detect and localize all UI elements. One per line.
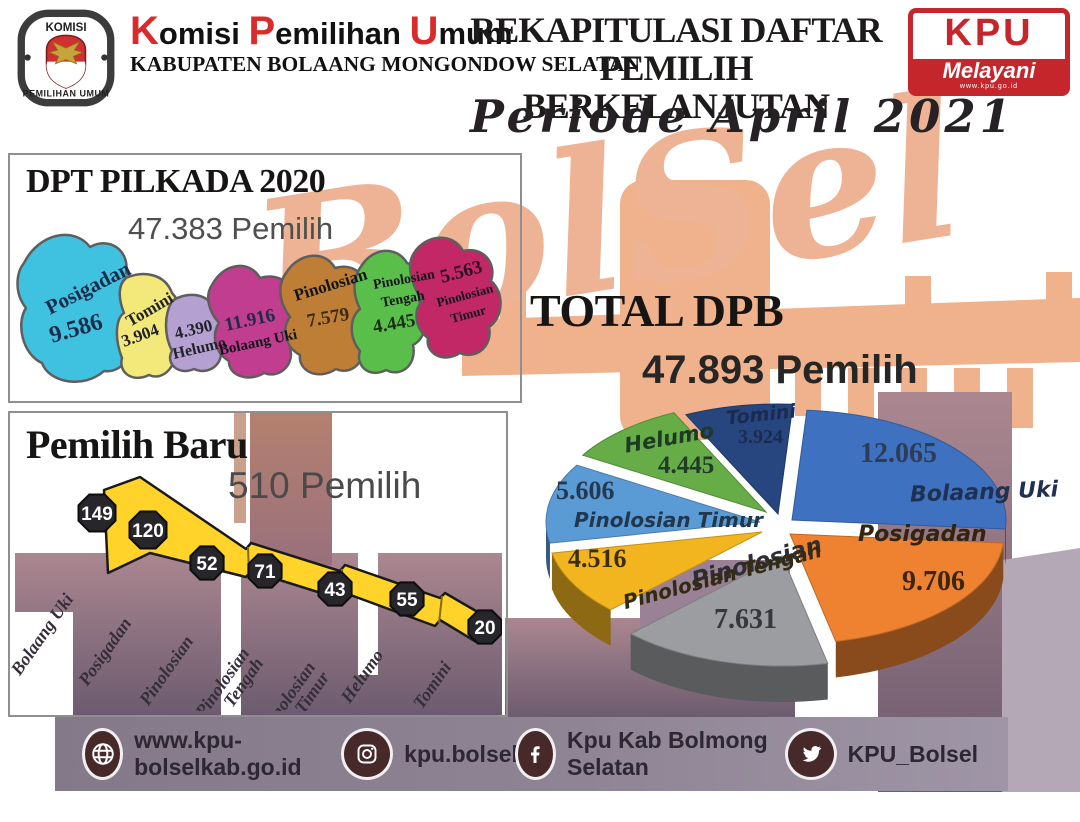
instagram-handle[interactable]: kpu.bolsel [404, 740, 518, 767]
footer-facebook[interactable]: Kpu Kab Bolmong Selatan [517, 727, 788, 781]
badge-value: 149 [81, 504, 113, 525]
pemilih-baru-total: 510 Pemilih [228, 465, 422, 506]
twitter-icon [787, 731, 834, 777]
kpu-melayani-logo: KPU Melayani www.kpu.go.id [908, 8, 1070, 96]
dpb-total: 47.893 Pemilih [642, 348, 918, 392]
footer-website[interactable]: www.kpu-bolselkab.go.id [85, 727, 344, 781]
ribbon-chart: 149 120 52 71 43 55 20 Bolaang Uki Posig… [10, 475, 502, 711]
website-url[interactable]: www.kpu-bolselkab.go.id [134, 727, 302, 780]
district-map: Posigadan 9.586 Tomini 3.904 4.390 Helum… [16, 233, 502, 383]
pie-value: 4.445 [658, 452, 715, 479]
ribbon-shape [102, 475, 494, 645]
footer-bar: www.kpu-bolselkab.go.id kpu.bolsel Kpu K… [55, 717, 1008, 791]
pie-value: 9.706 [902, 566, 965, 597]
map-region-pinolosian-tengah [350, 249, 427, 375]
facebook-icon [517, 731, 554, 777]
pie-value: 12.065 [860, 438, 937, 469]
gate-beam-shape [462, 298, 1080, 376]
kpu-emblem-logo: KOMISI PEMILIHAN UMUM [17, 9, 115, 107]
org-cap-k: K [130, 9, 159, 53]
map-region-bolaang-uki [206, 264, 302, 379]
pie-label: Pinolosian Timur [574, 508, 763, 532]
footer-instagram[interactable]: kpu.bolsel [344, 731, 518, 777]
pie-value: 4.516 [568, 544, 627, 573]
ribbon-label: Tomini [409, 658, 455, 711]
pie-value: 3.924 [738, 426, 783, 448]
map-region-pinolosian [279, 254, 375, 376]
pemilih-baru-title: Pemilih Baru [26, 422, 248, 467]
svg-text:KOMISI: KOMISI [45, 22, 86, 34]
pie-label: Posigadan [858, 522, 987, 547]
pemilih-baru-panel: Pemilih Baru 510 Pemilih 149 120 52 71 4… [8, 411, 508, 717]
badge-value: 52 [196, 554, 217, 575]
ribbon-label: Posigadan [74, 614, 136, 690]
dpt-pilkada-panel: DPT PILKADA 2020 47.383 Pemilih Posigada… [8, 153, 522, 403]
map-region-tomini [115, 272, 184, 380]
dpb-pie-chart: 12.065 Bolaang Uki Posigadan 9.706 Pinol… [528, 398, 1080, 722]
facebook-name[interactable]: Kpu Kab Bolmong Selatan [567, 727, 768, 780]
instagram-icon [344, 731, 391, 777]
pie-value: 5.606 [556, 476, 615, 505]
badge-value: 55 [396, 590, 418, 611]
dpb-title: TOTAL DPB [530, 285, 784, 336]
svg-text:PEMILIHAN UMUM: PEMILIHAN UMUM [23, 88, 110, 98]
ribbon-label: Bolaang Uki [10, 590, 77, 680]
garuda-icon [47, 40, 85, 65]
map-region-pinolosian-timur [408, 236, 502, 359]
badge-value: 43 [324, 580, 345, 601]
pie-label: Bolaang Uki [909, 477, 1059, 508]
dpt-title: DPT PILKADA 2020 [26, 163, 326, 200]
ribbon-label: Pinolosian [134, 632, 197, 710]
dpt-total: 47.383 Pemilih [128, 211, 334, 246]
footer-twitter[interactable]: KPU_Bolsel [787, 731, 978, 777]
org-cap-u: U [409, 9, 439, 53]
badge-value: 71 [254, 562, 276, 583]
poster-title: REKAPITULASI DAFTAR PEMILIH BERKELANJUTA… [470, 10, 882, 126]
ribbon-badges [77, 493, 502, 645]
pie-value: 7.631 [714, 604, 777, 635]
ribbon-label: Helumo [336, 646, 387, 707]
org-subtitle: KABUPATEN BOLAANG MONGONDOW SELATAN [130, 52, 640, 76]
org-cap-p: P [248, 9, 276, 53]
badge-value: 20 [474, 618, 495, 639]
org-name: Komisi Pemilihan Umum KABUPATEN BOLAANG … [130, 9, 640, 76]
badge-value: 120 [132, 521, 164, 542]
globe-icon [85, 731, 121, 777]
twitter-handle[interactable]: KPU_Bolsel [847, 740, 978, 767]
period-subtitle: Periode April 2021 [470, 90, 1016, 143]
